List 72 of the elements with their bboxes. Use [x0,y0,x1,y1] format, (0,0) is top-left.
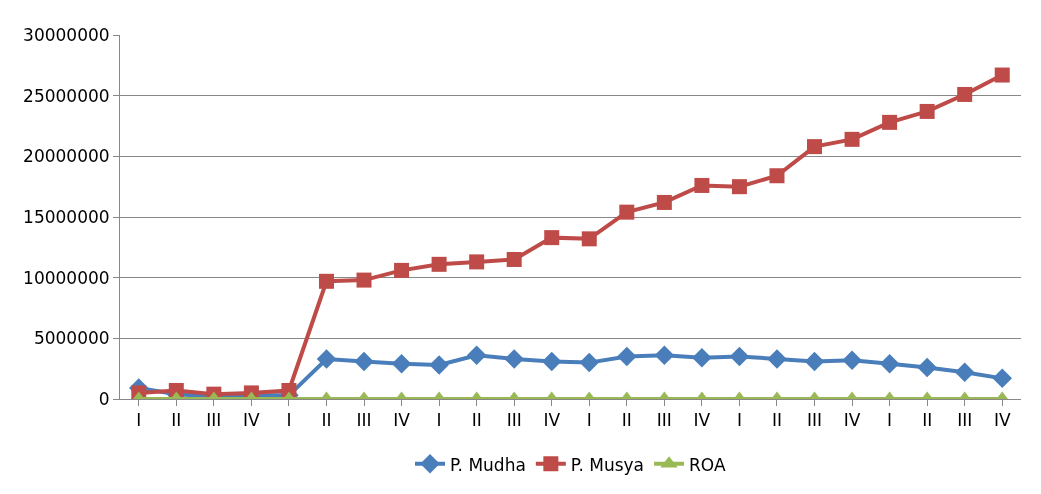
x-tick-label: II [471,410,482,431]
x-tick-label: IV [843,410,861,431]
x-tick-label: III [206,410,222,431]
point [879,354,900,374]
point [504,349,524,369]
point [731,179,747,195]
x-tick-label: I [736,410,742,431]
x-tick-label: II [621,410,632,431]
x-tick-label: IV [993,410,1011,431]
point [692,348,712,368]
y-tick-label: 10000000 [23,267,110,288]
x-tick-label: I [286,410,292,431]
point [882,114,898,130]
point [842,350,862,370]
point [992,368,1012,389]
point [391,354,412,374]
point [919,103,935,119]
point [767,349,787,369]
y-tick-label: 0 [98,388,110,409]
x-tick-label: IV [693,410,711,431]
point [506,251,522,267]
y-tick-label: 25000000 [23,85,110,106]
x-tick-label: III [957,410,973,431]
x-tick-label: IV [243,410,261,431]
x-tick-label: I [887,410,893,431]
legend-label: ROA [689,454,726,475]
point [654,345,675,366]
y-tick-label: 20000000 [23,146,110,167]
point [954,362,975,383]
point [466,345,487,366]
x-tick-label: II [171,410,182,431]
point [316,349,337,369]
x-tick-label: III [356,410,372,431]
point [354,351,374,372]
point [994,67,1010,83]
x-tick-label: III [506,410,522,431]
point [804,351,825,372]
x-tick-label: II [321,410,332,431]
y-tick-label: 30000000 [23,24,110,45]
point [619,204,635,220]
x-tick-label: I [436,410,442,431]
point [617,346,637,367]
x-tick-label: IV [543,410,561,431]
legend-label: P. Musya [570,454,645,475]
point [694,177,710,193]
point [544,230,560,246]
point [844,131,860,147]
point [729,346,750,367]
point [431,256,447,272]
point [356,272,372,288]
x-tick-label: IV [393,410,411,431]
point [581,231,597,247]
point [429,355,449,375]
legend-label: P. Mudha [450,454,526,475]
point [917,357,937,378]
point [469,254,485,270]
x-tick-label: III [656,410,672,431]
x-tick-label: II [922,410,933,431]
x-tick-label: II [771,410,782,431]
x-tick-label: III [807,410,823,431]
x-tick-label: I [586,410,592,431]
y-tick-label: 15000000 [23,206,110,227]
point [394,262,410,278]
point [541,351,562,372]
point [807,139,823,155]
point [579,352,600,373]
point [957,86,973,102]
point [769,168,785,184]
x-tick-label: I [136,410,142,431]
point [318,273,334,289]
y-tick-label: 5000000 [33,328,110,349]
point [656,194,672,210]
